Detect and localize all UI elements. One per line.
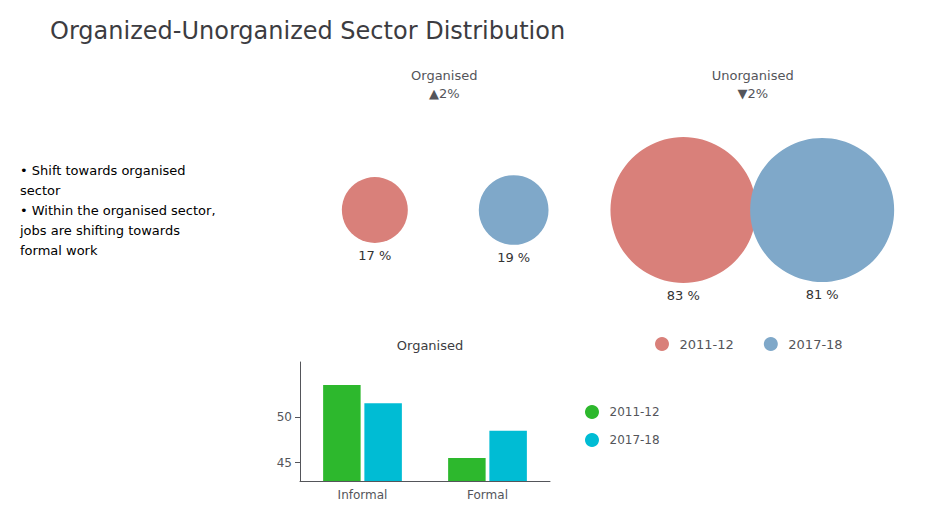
svg-text:83 %: 83 % bbox=[667, 288, 700, 303]
svg-text:45: 45 bbox=[277, 456, 292, 470]
svg-text:Unorganised: Unorganised bbox=[712, 68, 794, 83]
svg-text:Informal: Informal bbox=[338, 488, 388, 502]
svg-text:Organised: Organised bbox=[397, 338, 463, 353]
svg-text:formal work: formal work bbox=[20, 243, 98, 258]
svg-text:2017-18: 2017-18 bbox=[610, 433, 660, 447]
svg-text:Formal: Formal bbox=[467, 488, 508, 502]
svg-text:jobs are shifting towards: jobs are shifting towards bbox=[19, 223, 180, 238]
svg-text:• Within the organised sector,: • Within the organised sector, bbox=[20, 203, 216, 218]
svg-text:50: 50 bbox=[277, 410, 292, 424]
svg-text:17 %: 17 % bbox=[358, 248, 391, 263]
svg-text:19 %: 19 % bbox=[497, 250, 530, 265]
svg-text:sector: sector bbox=[20, 183, 61, 198]
svg-text:2017-18: 2017-18 bbox=[788, 337, 842, 352]
svg-text:▲2%: ▲2% bbox=[429, 86, 460, 101]
svg-text:Organised: Organised bbox=[411, 68, 477, 83]
svg-text:Organized-Unorganized Sector D: Organized-Unorganized Sector Distributio… bbox=[50, 17, 565, 45]
svg-text:81 %: 81 % bbox=[806, 287, 839, 302]
svg-text:2011-12: 2011-12 bbox=[610, 405, 660, 419]
svg-text:2011-12: 2011-12 bbox=[680, 337, 734, 352]
svg-text:▼2%: ▼2% bbox=[737, 86, 768, 101]
svg-text:• Shift towards organised: • Shift towards organised bbox=[20, 163, 186, 178]
